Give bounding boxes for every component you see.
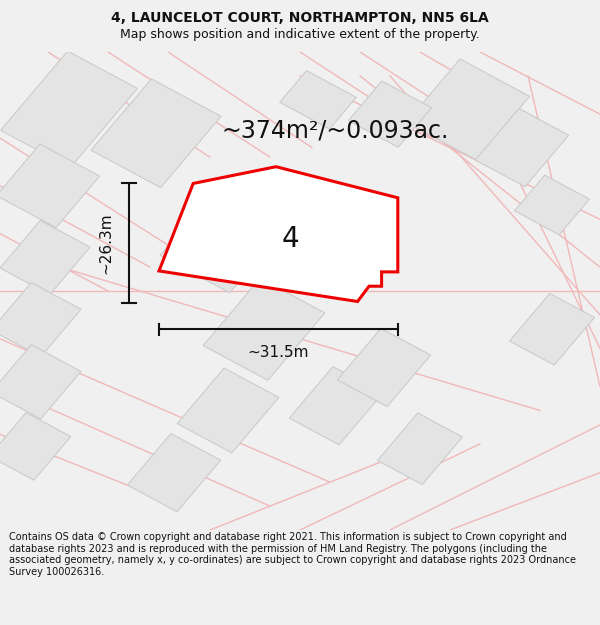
Text: ~26.3m: ~26.3m: [98, 213, 114, 274]
Polygon shape: [0, 282, 81, 357]
Polygon shape: [289, 367, 383, 445]
Text: 4, LAUNCELOT COURT, NORTHAMPTON, NN5 6LA: 4, LAUNCELOT COURT, NORTHAMPTON, NN5 6LA: [111, 11, 489, 26]
Polygon shape: [203, 278, 325, 380]
Polygon shape: [0, 221, 90, 294]
Polygon shape: [0, 412, 71, 480]
Polygon shape: [177, 368, 279, 453]
Text: Contains OS data © Crown copyright and database right 2021. This information is : Contains OS data © Crown copyright and d…: [9, 532, 576, 577]
Text: 4: 4: [281, 225, 299, 253]
Polygon shape: [127, 434, 221, 512]
Polygon shape: [1, 51, 137, 168]
Polygon shape: [160, 184, 290, 292]
Polygon shape: [0, 344, 81, 419]
Text: ~31.5m: ~31.5m: [248, 344, 309, 359]
Polygon shape: [377, 413, 463, 484]
Polygon shape: [280, 71, 356, 129]
Polygon shape: [475, 109, 569, 187]
Polygon shape: [509, 293, 595, 365]
Polygon shape: [0, 144, 100, 228]
Polygon shape: [515, 175, 589, 235]
Polygon shape: [349, 81, 431, 148]
Polygon shape: [91, 79, 221, 188]
Polygon shape: [159, 167, 398, 301]
Polygon shape: [337, 328, 431, 407]
Polygon shape: [406, 59, 530, 160]
Text: Map shows position and indicative extent of the property.: Map shows position and indicative extent…: [120, 28, 480, 41]
Text: ~374m²/~0.093ac.: ~374m²/~0.093ac.: [222, 119, 449, 143]
